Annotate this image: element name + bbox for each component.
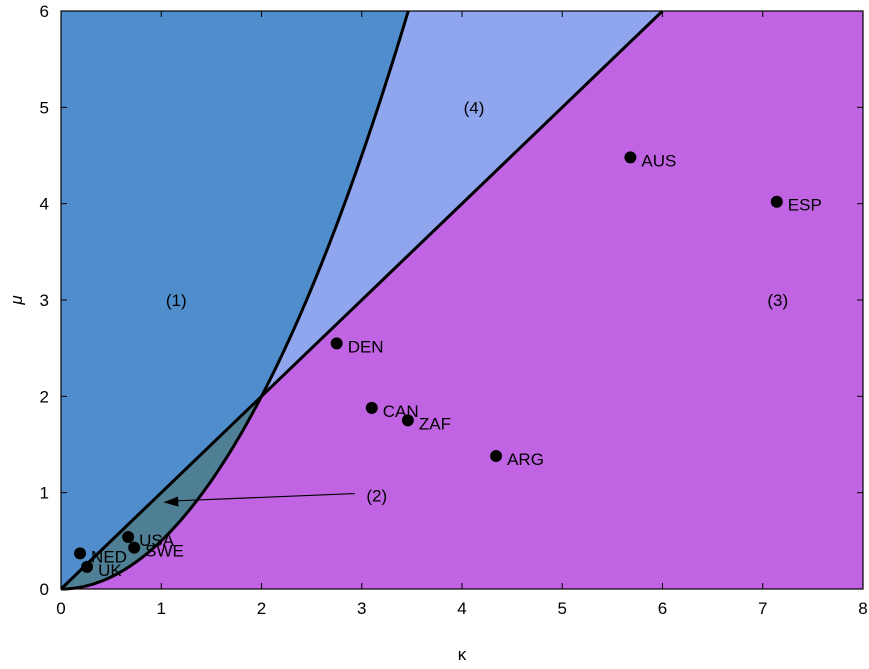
y-tick-label: 3 bbox=[40, 291, 49, 310]
x-axis-label: κ bbox=[458, 645, 467, 664]
point-label-aus: AUS bbox=[641, 151, 676, 170]
x-tick-label: 0 bbox=[56, 599, 65, 618]
point-esp bbox=[771, 196, 783, 208]
x-tick-label: 6 bbox=[658, 599, 667, 618]
x-tick-label: 8 bbox=[858, 599, 867, 618]
region-label-3: (3) bbox=[767, 291, 788, 310]
y-tick-label: 4 bbox=[40, 195, 49, 214]
y-tick-label: 5 bbox=[40, 98, 49, 117]
point-label-uk: UK bbox=[98, 561, 122, 580]
point-label-can: CAN bbox=[383, 402, 419, 421]
x-tick-label: 3 bbox=[357, 599, 366, 618]
x-tick-label: 4 bbox=[457, 599, 466, 618]
region-label-4: (4) bbox=[464, 98, 485, 117]
x-tick-label: 1 bbox=[157, 599, 166, 618]
point-usa bbox=[122, 531, 134, 543]
y-tick-label: 2 bbox=[40, 387, 49, 406]
point-label-den: DEN bbox=[348, 337, 384, 356]
point-label-swe: SWE bbox=[145, 542, 184, 561]
y-tick-label: 1 bbox=[40, 484, 49, 503]
y-tick-label: 0 bbox=[40, 580, 49, 599]
point-den bbox=[331, 337, 343, 349]
x-tick-label: 2 bbox=[257, 599, 266, 618]
point-label-esp: ESP bbox=[788, 196, 822, 215]
region-label-2: (2) bbox=[366, 487, 387, 506]
region-label-1: (1) bbox=[166, 291, 187, 310]
point-arg bbox=[490, 450, 502, 462]
x-tick-label: 7 bbox=[758, 599, 767, 618]
x-tick-label: 5 bbox=[558, 599, 567, 618]
y-tick-label: 6 bbox=[40, 2, 49, 21]
point-aus bbox=[624, 151, 636, 163]
point-ned bbox=[74, 547, 86, 559]
point-can bbox=[366, 402, 378, 414]
point-label-zaf: ZAF bbox=[419, 414, 451, 433]
point-label-arg: ARG bbox=[507, 450, 544, 469]
y-axis-label: μ bbox=[7, 295, 26, 306]
